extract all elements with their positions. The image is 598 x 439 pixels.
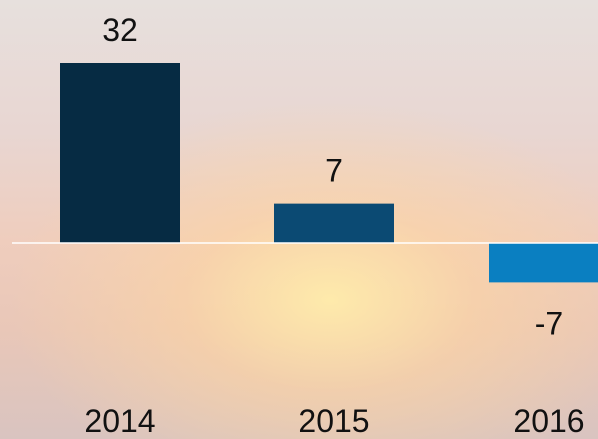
bar <box>60 63 180 243</box>
value-label: 32 <box>102 12 138 48</box>
chart: 32 2014 7 2015 -7 2016 <box>0 0 598 439</box>
background: 32 2014 7 2015 -7 2016 <box>0 0 598 439</box>
bar <box>274 204 394 243</box>
value-label: 7 <box>325 153 343 189</box>
x-tick-label: 2014 <box>84 403 155 439</box>
x-tick-label: 2015 <box>298 403 369 439</box>
value-label: -7 <box>535 305 563 341</box>
x-tick-label: 2016 <box>513 403 584 439</box>
bar <box>489 243 598 282</box>
